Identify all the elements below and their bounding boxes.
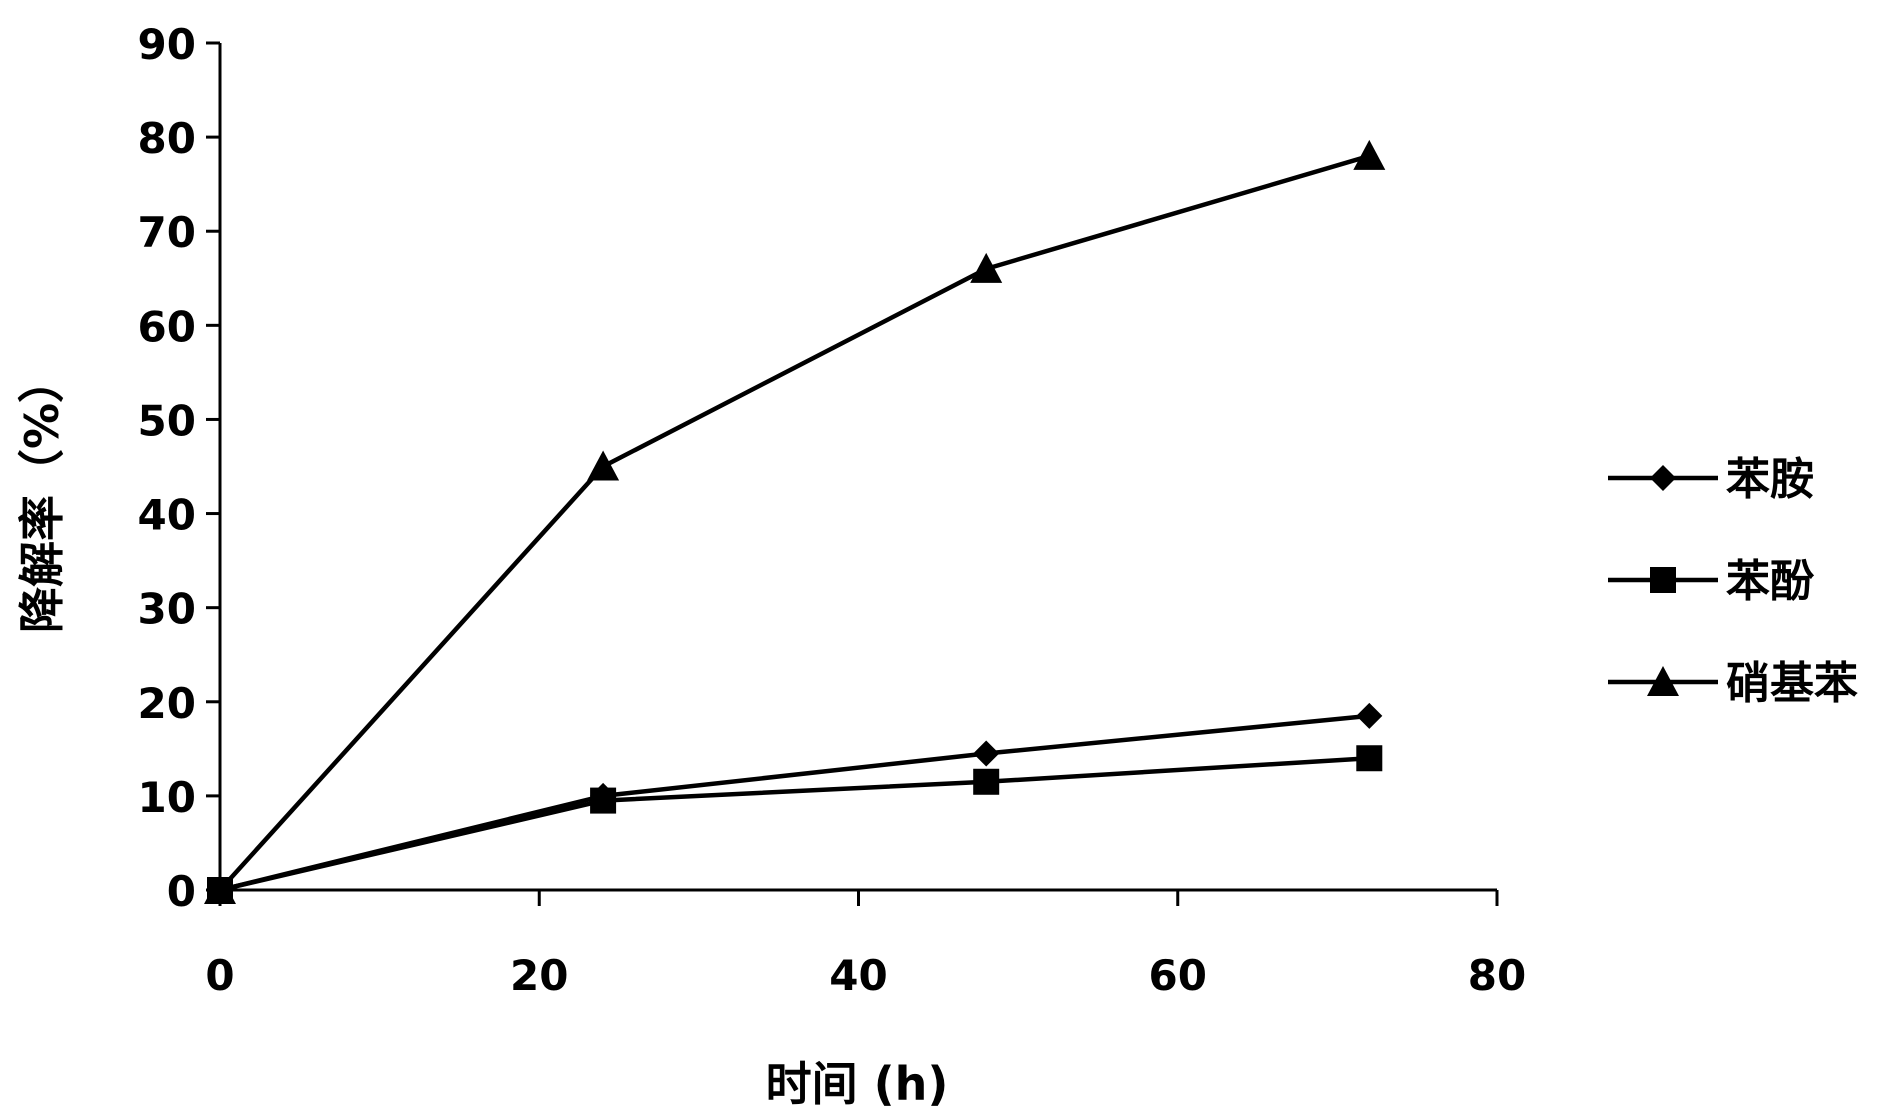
data-point [1356,702,1383,729]
series-line [219,755,1370,893]
legend-label: 苯酚 [1726,556,1815,607]
legend-marker [1647,666,1679,696]
series-0 [207,702,1383,903]
legend-item: 硝基苯 [1608,658,1858,709]
series-line [219,713,1370,893]
y-tick-label: 60 [138,302,196,351]
x-tick-label: 60 [1149,951,1207,1000]
series-1 [207,745,1383,903]
y-tick-label: 20 [138,679,196,728]
y-tick-label: 40 [138,491,196,540]
data-point [204,874,236,904]
y-tick-label: 80 [138,114,196,163]
x-tick-label: 20 [510,951,568,1000]
data-point [1353,139,1386,170]
series-2 [204,139,1386,904]
y-axis-title: 降解率（%） [15,357,69,633]
data-point [587,450,620,481]
legend-item: 苯酚 [1608,556,1815,607]
data-point [970,252,1003,283]
x-tick-label: 80 [1468,951,1526,1000]
legend-label: 硝基苯 [1726,658,1858,709]
axes [206,41,1499,906]
data-point [973,768,1000,795]
y-tick-label: 10 [138,773,196,822]
y-tick-label: 70 [138,208,196,257]
y-tick-label: 90 [138,20,196,69]
x-tick-label: 40 [829,951,887,1000]
data-point [590,787,617,814]
legend-label: 苯胺 [1726,454,1814,505]
legend-item: 苯胺 [1608,454,1814,505]
series-line [218,153,1370,892]
x-tick-labels: 0 20 40 60 80 [205,951,1526,1000]
y-tick-label: 50 [138,396,196,445]
data-point [973,740,1000,767]
series-lines [204,139,1386,904]
x-axis-title: 时间 (h) [766,1057,949,1111]
legend-marker [1650,465,1676,491]
legend-marker [1650,567,1676,593]
y-tick-label: 30 [138,585,196,634]
y-tick-labels: 0 10 20 30 40 50 60 70 80 90 [138,20,196,916]
y-tick-label: 0 [167,867,196,916]
data-point [1356,745,1383,772]
x-tick-label: 0 [205,951,234,1000]
